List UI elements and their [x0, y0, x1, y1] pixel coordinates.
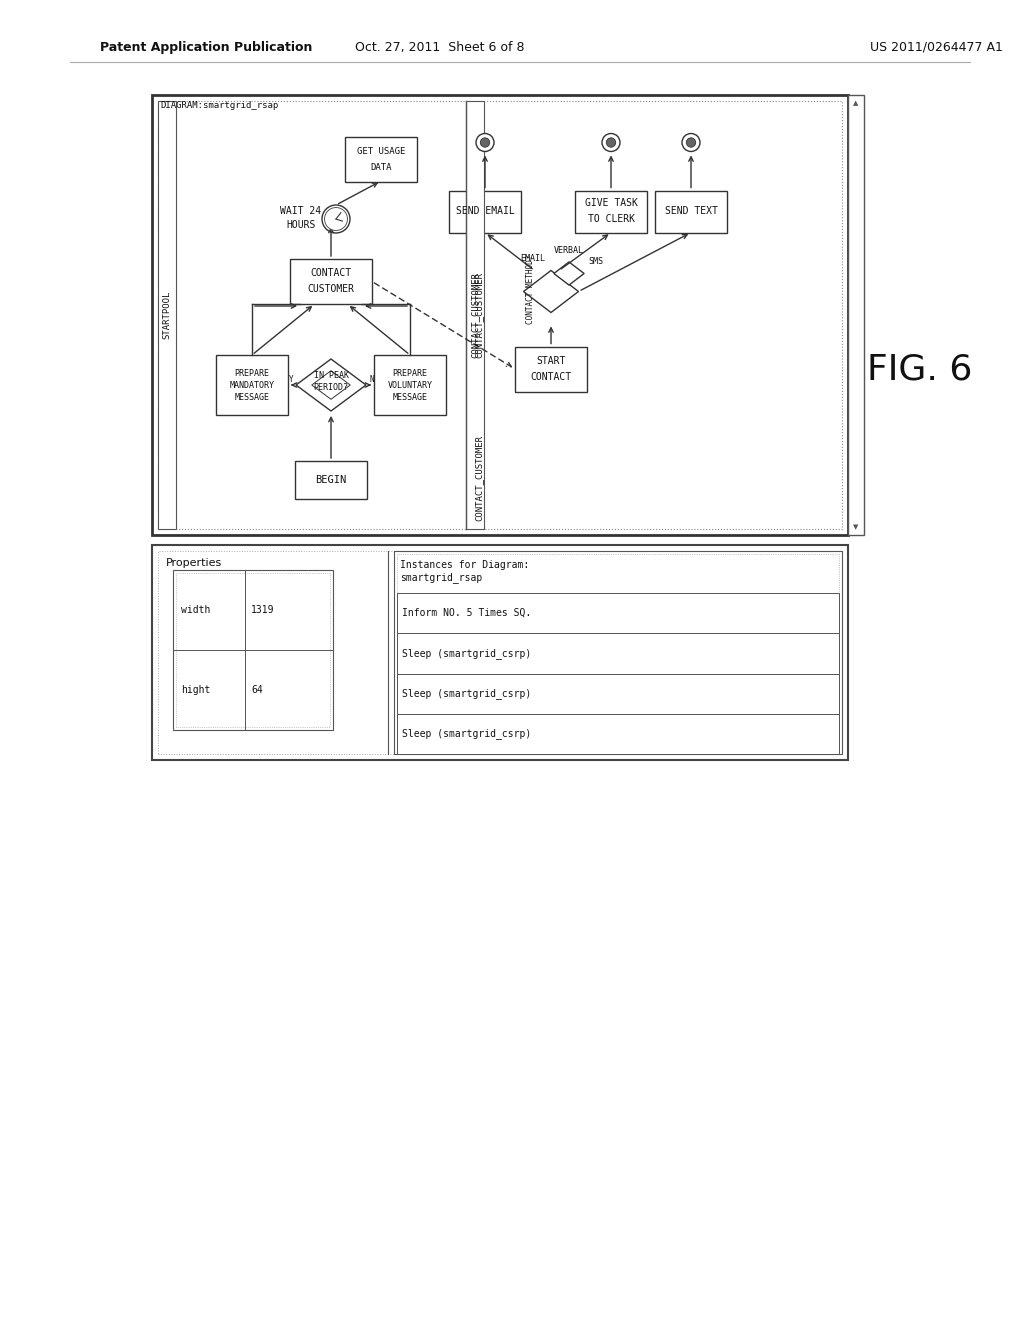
- Bar: [655, 190, 727, 232]
- Text: SEND EMAIL: SEND EMAIL: [456, 206, 514, 216]
- Text: START: START: [537, 356, 565, 366]
- Bar: [345, 136, 417, 181]
- Bar: [397, 714, 839, 754]
- Text: TO CLERK: TO CLERK: [588, 214, 635, 224]
- Bar: [449, 190, 521, 232]
- Text: ▼: ▼: [853, 524, 859, 531]
- Bar: [216, 355, 288, 414]
- Bar: [397, 673, 839, 714]
- Text: VERBAL: VERBAL: [554, 246, 584, 255]
- Text: PREPARE: PREPARE: [234, 368, 269, 378]
- Text: 64: 64: [251, 685, 263, 696]
- Polygon shape: [554, 261, 584, 285]
- Text: CUSTOMER: CUSTOMER: [307, 285, 354, 294]
- Text: CONTACT: CONTACT: [310, 268, 351, 279]
- Bar: [173, 570, 333, 730]
- Text: MANDATORY: MANDATORY: [229, 380, 274, 389]
- Bar: [848, 95, 864, 535]
- Text: N: N: [369, 375, 374, 384]
- Text: Sleep (smartgrid_csrp): Sleep (smartgrid_csrp): [402, 729, 531, 739]
- Bar: [158, 102, 176, 529]
- Text: CONTACT_CUSTOMER: CONTACT_CUSTOMER: [470, 272, 479, 358]
- Text: PERIOD?: PERIOD?: [313, 384, 348, 392]
- Text: CONTACT_CUSTOMER: CONTACT_CUSTOMER: [474, 272, 483, 358]
- Text: Oct. 27, 2011  Sheet 6 of 8: Oct. 27, 2011 Sheet 6 of 8: [355, 41, 524, 54]
- Circle shape: [686, 137, 695, 148]
- Bar: [290, 259, 372, 304]
- Text: PREPARE: PREPARE: [392, 368, 427, 378]
- Text: smartgrid_rsap: smartgrid_rsap: [400, 573, 482, 583]
- Circle shape: [476, 133, 494, 152]
- Bar: [176, 573, 330, 727]
- Text: CONTACT: CONTACT: [530, 372, 571, 381]
- Text: DIAGRAM:smartgrid_rsap: DIAGRAM:smartgrid_rsap: [160, 100, 279, 110]
- Text: ▲: ▲: [853, 100, 859, 106]
- Text: 1319: 1319: [251, 605, 274, 615]
- Text: SEND TEXT: SEND TEXT: [665, 206, 718, 216]
- Circle shape: [480, 137, 489, 148]
- Circle shape: [602, 133, 620, 152]
- Circle shape: [682, 133, 700, 152]
- Circle shape: [325, 207, 347, 231]
- Text: Y: Y: [290, 375, 294, 384]
- Text: Instances for Diagram:: Instances for Diagram:: [400, 560, 529, 570]
- Text: hight: hight: [181, 685, 210, 696]
- Text: CONTACT_CUSTOMER: CONTACT_CUSTOMER: [474, 436, 483, 521]
- Bar: [466, 102, 484, 529]
- Text: IN PEAK: IN PEAK: [313, 371, 348, 380]
- Bar: [158, 102, 842, 529]
- Text: MESSAGE: MESSAGE: [234, 392, 269, 401]
- Text: US 2011/0264477 A1: US 2011/0264477 A1: [870, 41, 1002, 54]
- Text: Patent Application Publication: Patent Application Publication: [100, 41, 312, 54]
- Bar: [374, 355, 446, 414]
- Text: Inform NO. 5 Times SQ.: Inform NO. 5 Times SQ.: [402, 609, 531, 618]
- Text: width: width: [181, 605, 210, 615]
- Circle shape: [606, 137, 615, 148]
- Text: GET USAGE: GET USAGE: [356, 147, 406, 156]
- Polygon shape: [311, 371, 350, 399]
- Bar: [397, 593, 839, 634]
- Text: WAIT 24: WAIT 24: [281, 206, 322, 216]
- Text: EMAIL: EMAIL: [520, 253, 545, 263]
- Text: Sleep (smartgrid_csrp): Sleep (smartgrid_csrp): [402, 648, 531, 659]
- Bar: [397, 634, 839, 673]
- Circle shape: [322, 205, 350, 234]
- Text: BEGIN: BEGIN: [315, 475, 347, 484]
- Polygon shape: [296, 359, 366, 411]
- Text: Properties: Properties: [166, 558, 222, 568]
- Bar: [295, 461, 367, 499]
- Bar: [152, 545, 848, 760]
- Bar: [158, 550, 842, 754]
- Bar: [394, 550, 842, 754]
- Text: CONTACT METHOD?: CONTACT METHOD?: [526, 255, 535, 325]
- Bar: [152, 95, 848, 535]
- Text: SMS: SMS: [589, 257, 603, 267]
- Bar: [515, 346, 587, 392]
- Text: VOLUNTARY: VOLUNTARY: [387, 380, 432, 389]
- Text: MESSAGE: MESSAGE: [392, 392, 427, 401]
- Text: STARTPOOL: STARTPOOL: [163, 290, 171, 339]
- Polygon shape: [523, 271, 579, 313]
- Text: GIVE TASK: GIVE TASK: [585, 198, 637, 209]
- Bar: [397, 554, 839, 751]
- Text: DATA: DATA: [371, 162, 392, 172]
- Text: Sleep (smartgrid_csrp): Sleep (smartgrid_csrp): [402, 688, 531, 700]
- Bar: [575, 190, 647, 232]
- Text: HOURS: HOURS: [287, 220, 315, 230]
- Text: FIG. 6: FIG. 6: [867, 352, 973, 387]
